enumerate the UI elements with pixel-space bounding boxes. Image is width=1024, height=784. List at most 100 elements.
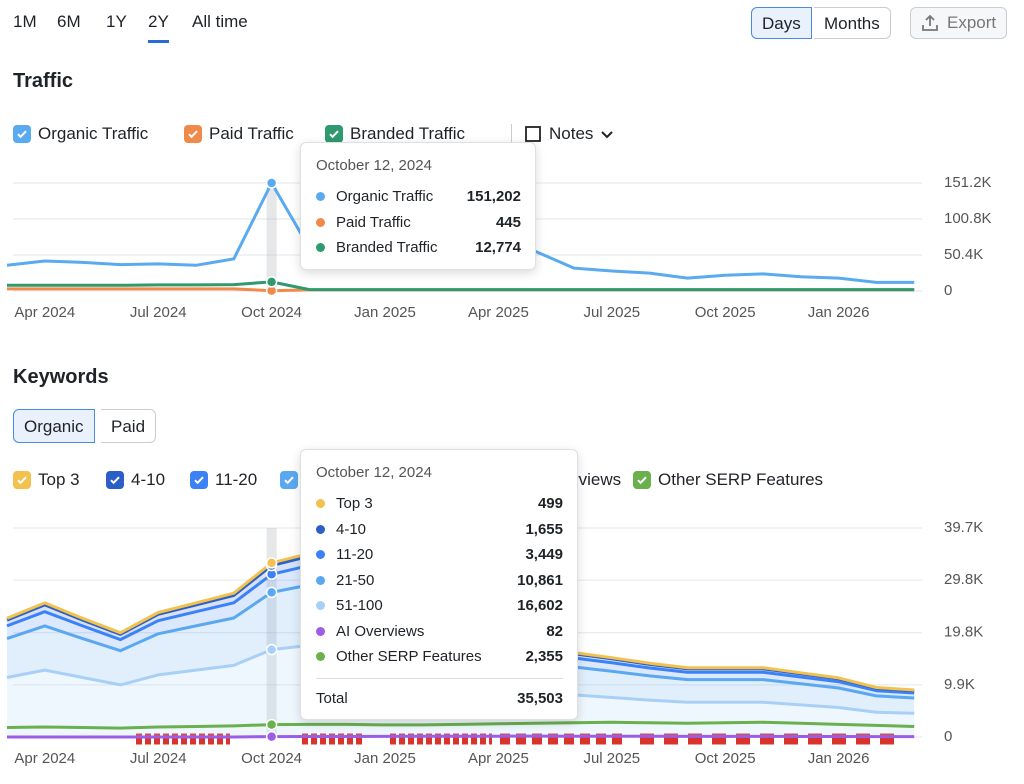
- area-band: [7, 565, 915, 698]
- series-line: [6, 720, 915, 730]
- legend-label: Other SERP Features: [658, 470, 824, 489]
- legend-checkbox: [325, 125, 343, 143]
- notes-label: Notes: [549, 124, 594, 143]
- tooltip-name: 21-50: [336, 571, 375, 589]
- tooltip-total-value: 35,503: [517, 690, 563, 707]
- export-icon: [922, 14, 938, 31]
- tooltip-row: 11-20 3,449: [316, 542, 563, 568]
- period-tab[interactable]: 1Y: [106, 12, 127, 31]
- hover-band: [266, 528, 277, 737]
- legend-item[interactable]: 4-10: [106, 470, 165, 490]
- x-tick-label: Jan 2026: [808, 750, 870, 767]
- series-line: [7, 280, 915, 292]
- tooltip-dot: [316, 626, 325, 636]
- tooltip-total: Total 35,503: [316, 677, 563, 719]
- legend-label: Paid Traffic: [209, 124, 294, 143]
- traffic-title: Traffic: [13, 70, 74, 92]
- tooltip-dot: [316, 575, 325, 585]
- tooltip-value: 12,774: [475, 239, 521, 257]
- keywords-title: Keywords: [13, 366, 109, 388]
- days-button[interactable]: Days: [751, 7, 812, 39]
- legend-checkbox: [106, 471, 124, 489]
- tooltip-value: 445: [495, 213, 521, 231]
- tooltip-value: 151,202: [466, 188, 521, 206]
- tooltip-name: Organic Traffic: [336, 188, 434, 206]
- tooltip: October 12, 2024 Organic Traffic 151,202 Pa…: [300, 142, 536, 270]
- period-tab[interactable]: 6M: [57, 12, 81, 31]
- tooltip-dot: [316, 524, 325, 534]
- legend-item[interactable]: Paid Traffic: [184, 124, 294, 144]
- x-tick-label: Jul 2024: [130, 750, 187, 767]
- tooltip: October 12, 2024 Top 3 499 4-10 1,655 11-20 3,…: [300, 449, 578, 720]
- y-tick-label: 0: [944, 282, 952, 299]
- x-tick-label: Oct 2025: [695, 750, 756, 767]
- tooltip-name: Paid Traffic: [336, 213, 411, 231]
- legend-label: 4-10: [131, 470, 166, 489]
- tooltip-dot: [316, 601, 325, 611]
- tooltip-value: 499: [537, 495, 563, 513]
- legend-checkbox: [190, 471, 208, 489]
- y-tick-label: 19.8K: [944, 624, 983, 641]
- legend-checkbox: [13, 125, 31, 143]
- tooltip-row: Top 3 499: [316, 491, 563, 517]
- x-tick-label: Oct 2025: [695, 304, 756, 321]
- legend-item[interactable]: Other SERP Features: [633, 470, 823, 490]
- hover-dot: [265, 557, 278, 569]
- x-tick-label: Apr 2024: [14, 750, 75, 767]
- tooltip-row: Paid Traffic 445: [316, 210, 521, 236]
- tooltip-name: 51-100: [336, 597, 383, 615]
- months-button[interactable]: Months: [814, 7, 891, 39]
- hover-dot: [265, 730, 278, 743]
- paid-toggle[interactable]: Paid: [101, 409, 157, 443]
- tooltip-value: 2,355: [525, 648, 563, 666]
- tooltip-row: 51-100 16,602: [316, 593, 563, 619]
- period-tab[interactable]: All time: [192, 12, 248, 31]
- notes-toggle[interactable]: Notes: [524, 124, 614, 144]
- tooltip-row: Organic Traffic 151,202: [316, 184, 521, 210]
- tooltip-row: Branded Traffic 12,774: [316, 235, 521, 261]
- x-tick-label: Oct 2024: [241, 750, 302, 767]
- tooltip-name: 4-10: [336, 520, 367, 538]
- y-tick-label: 39.7K: [944, 519, 983, 536]
- tooltip-value: 3,449: [525, 546, 563, 564]
- tooltip-name: 11-20: [336, 546, 374, 564]
- x-tick-label: Apr 2025: [468, 750, 529, 767]
- tooltip-name: AI Overviews: [336, 622, 425, 640]
- legend-checkbox: [184, 125, 202, 143]
- legend-label: Branded Traffic: [350, 124, 465, 143]
- legend-label: Organic Traffic: [38, 124, 149, 143]
- tooltip-value: 82: [546, 622, 563, 640]
- notes-icon: [525, 126, 541, 142]
- export-button[interactable]: Export: [910, 7, 1008, 39]
- x-tick-label: Jul 2025: [583, 750, 640, 767]
- tooltip-dot: [316, 550, 325, 560]
- tooltip-value: 10,861: [517, 571, 563, 589]
- tooltip-dot: [316, 499, 325, 509]
- tooltip-name: Branded Traffic: [336, 239, 438, 257]
- hover-dot: [265, 276, 278, 288]
- hover-dot: [265, 718, 278, 731]
- legend-item[interactable]: Organic Traffic: [13, 124, 148, 144]
- organic-toggle[interactable]: Organic: [13, 409, 95, 443]
- x-tick-label: Jul 2025: [583, 304, 640, 321]
- tooltip-row: 4-10 1,655: [316, 517, 563, 543]
- y-tick-label: 0: [944, 728, 952, 745]
- x-tick-label: Jan 2026: [808, 304, 870, 321]
- tooltip-value: 16,602: [517, 597, 563, 615]
- period-tab[interactable]: 1M: [13, 12, 37, 31]
- period-tab[interactable]: 2Y: [148, 12, 169, 43]
- y-tick-label: 29.8K: [944, 571, 983, 588]
- x-tick-label: Oct 2024: [241, 304, 302, 321]
- tooltip-value: 1,655: [525, 520, 563, 538]
- tooltip-row: 21-50 10,861: [316, 568, 563, 594]
- tooltip-date: October 12, 2024: [316, 157, 432, 174]
- legend-label: 11-20: [215, 470, 258, 489]
- tooltip-name: Top 3: [336, 495, 373, 513]
- legend-label: Top 3: [38, 470, 80, 489]
- tooltip-name: Other SERP Features: [336, 648, 482, 666]
- legend-item[interactable]: Top 3: [13, 470, 80, 490]
- y-tick-label: 9.9K: [944, 676, 975, 693]
- hover-dot: [265, 643, 278, 656]
- legend-item[interactable]: Branded Traffic: [325, 124, 465, 144]
- legend-item[interactable]: 11-20: [190, 470, 257, 490]
